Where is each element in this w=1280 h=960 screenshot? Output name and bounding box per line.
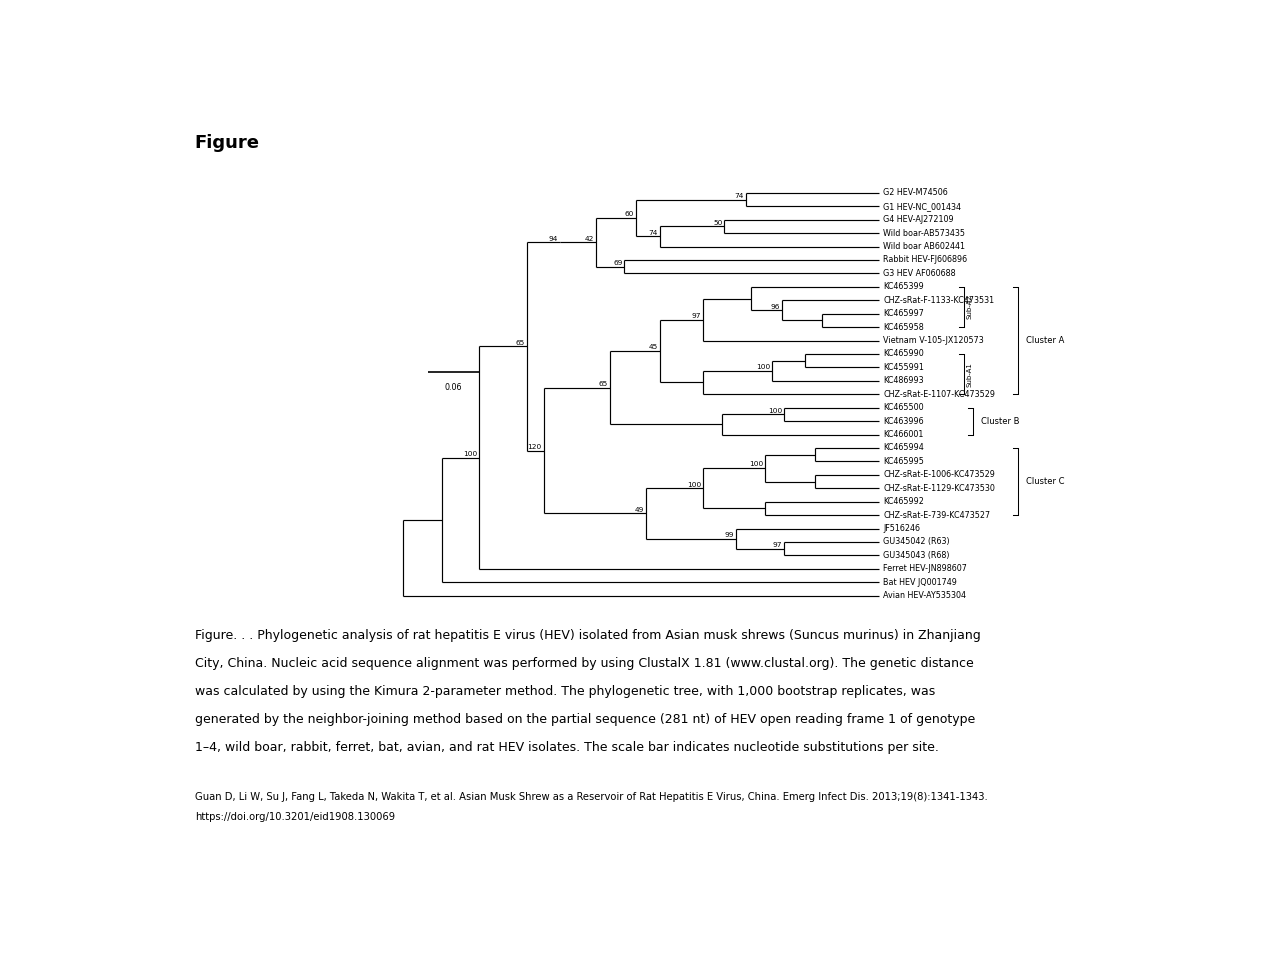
Text: G4 HEV-AJ272109: G4 HEV-AJ272109 (883, 215, 954, 225)
Text: Avian HEV-AY535304: Avian HEV-AY535304 (883, 591, 966, 600)
Text: 100: 100 (749, 462, 763, 468)
Text: 100: 100 (768, 408, 782, 414)
Text: 69: 69 (613, 260, 622, 266)
Text: KC465958: KC465958 (883, 323, 924, 331)
Text: Ferret HEV-JN898607: Ferret HEV-JN898607 (883, 564, 968, 573)
Text: was calculated by using the Kimura 2-parameter method. The phylogenetic tree, wi: was calculated by using the Kimura 2-par… (195, 685, 934, 698)
Text: generated by the neighbor-joining method based on the partial sequence (281 nt) : generated by the neighbor-joining method… (195, 713, 975, 726)
Text: 50: 50 (713, 220, 722, 226)
Text: 94: 94 (549, 235, 558, 242)
Text: 97: 97 (691, 313, 701, 319)
Text: Guan D, Li W, Su J, Fang L, Takeda N, Wakita T, et al. Asian Musk Shrew as a Res: Guan D, Li W, Su J, Fang L, Takeda N, Wa… (195, 792, 987, 802)
Text: 1–4, wild boar, rabbit, ferret, bat, avian, and rat HEV isolates. The scale bar : 1–4, wild boar, rabbit, ferret, bat, avi… (195, 741, 938, 755)
Text: 100: 100 (463, 451, 477, 457)
Text: KC465500: KC465500 (883, 403, 924, 412)
Text: Wild boar AB602441: Wild boar AB602441 (883, 242, 965, 251)
Text: Cluster C: Cluster C (1027, 477, 1065, 486)
Text: JF516246: JF516246 (883, 524, 920, 533)
Text: KC465992: KC465992 (883, 497, 924, 506)
Text: Vietnam V-105-JX120573: Vietnam V-105-JX120573 (883, 336, 984, 345)
Text: Wild boar-AB573435: Wild boar-AB573435 (883, 228, 965, 238)
Text: CHZ-sRat-E-739-KC473527: CHZ-sRat-E-739-KC473527 (883, 511, 991, 519)
Text: Figure. . . Phylogenetic analysis of rat hepatitis E virus (HEV) isolated from A: Figure. . . Phylogenetic analysis of rat… (195, 629, 980, 642)
Text: 45: 45 (649, 345, 658, 350)
Text: KC486993: KC486993 (883, 376, 924, 385)
Text: 60: 60 (625, 211, 635, 217)
Text: KC455991: KC455991 (883, 363, 924, 372)
Text: Rabbit HEV-FJ606896: Rabbit HEV-FJ606896 (883, 255, 968, 264)
Text: KC465990: KC465990 (883, 349, 924, 358)
Text: 96: 96 (771, 303, 780, 309)
Text: KC466001: KC466001 (883, 430, 924, 439)
Text: 74: 74 (649, 229, 658, 236)
Text: 0.06: 0.06 (445, 383, 462, 392)
Text: 65: 65 (599, 381, 608, 387)
Text: 99: 99 (724, 532, 735, 538)
Text: 42: 42 (585, 235, 594, 242)
Text: Figure: Figure (195, 133, 260, 152)
Text: G2 HEV-M74506: G2 HEV-M74506 (883, 188, 948, 198)
Text: 97: 97 (773, 542, 782, 548)
Text: 100: 100 (687, 482, 701, 488)
Text: 49: 49 (635, 507, 644, 513)
Text: CHZ-sRat-F-1133-KC473531: CHZ-sRat-F-1133-KC473531 (883, 296, 995, 304)
Text: G1 HEV-NC_001434: G1 HEV-NC_001434 (883, 202, 961, 211)
Text: KC465994: KC465994 (883, 444, 924, 452)
Text: Cluster A: Cluster A (1027, 336, 1065, 345)
Text: CHZ-sRat-E-1129-KC473530: CHZ-sRat-E-1129-KC473530 (883, 484, 995, 492)
Text: GU345043 (R68): GU345043 (R68) (883, 551, 950, 560)
Text: 74: 74 (735, 193, 744, 199)
Text: 100: 100 (755, 364, 771, 370)
Text: CHZ-sRat-E-1006-KC473529: CHZ-sRat-E-1006-KC473529 (883, 470, 995, 479)
Text: KC465399: KC465399 (883, 282, 924, 291)
Text: 120: 120 (527, 444, 541, 450)
Text: 65: 65 (516, 340, 525, 346)
Text: Cluster B: Cluster B (982, 417, 1020, 425)
Text: G3 HEV AF060688: G3 HEV AF060688 (883, 269, 956, 277)
Text: Sub-A2: Sub-A2 (966, 295, 973, 320)
Text: City, China. Nucleic acid sequence alignment was performed by using ClustalX 1.8: City, China. Nucleic acid sequence align… (195, 657, 974, 670)
Text: Sub-A1: Sub-A1 (966, 362, 973, 387)
Text: https://doi.org/10.3201/eid1908.130069: https://doi.org/10.3201/eid1908.130069 (195, 812, 394, 823)
Text: CHZ-sRat-E-1107-KC473529: CHZ-sRat-E-1107-KC473529 (883, 390, 995, 398)
Text: KC465995: KC465995 (883, 457, 924, 466)
Text: Bat HEV JQ001749: Bat HEV JQ001749 (883, 578, 957, 587)
Text: KC465997: KC465997 (883, 309, 924, 318)
Text: KC463996: KC463996 (883, 417, 924, 425)
Text: GU345042 (R63): GU345042 (R63) (883, 538, 950, 546)
